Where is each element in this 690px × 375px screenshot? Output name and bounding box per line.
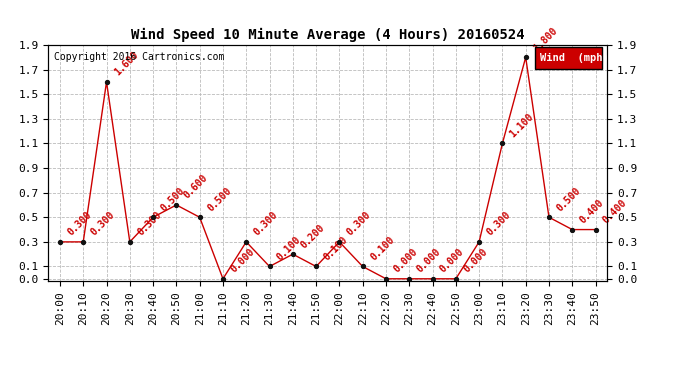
Point [473, 239, 484, 245]
Text: 0.200: 0.200 [298, 222, 326, 250]
Text: 0.100: 0.100 [322, 234, 350, 262]
Text: 0.500: 0.500 [555, 185, 582, 213]
Text: 0.000: 0.000 [391, 247, 420, 274]
Text: 0.000: 0.000 [438, 247, 466, 274]
Point [148, 214, 159, 220]
Point [124, 239, 135, 245]
Point [497, 140, 508, 146]
Text: 0.300: 0.300 [135, 210, 164, 238]
Text: 1.100: 1.100 [508, 111, 536, 139]
Point [171, 202, 182, 208]
Text: 0.300: 0.300 [484, 210, 513, 238]
Point [310, 264, 322, 270]
Text: Wind  (mph): Wind (mph) [540, 53, 609, 63]
Point [566, 226, 578, 232]
Point [427, 276, 438, 282]
Point [544, 214, 555, 220]
Point [404, 276, 415, 282]
Text: 0.100: 0.100 [275, 234, 303, 262]
Point [241, 239, 252, 245]
Text: 0.100: 0.100 [368, 234, 396, 262]
Point [380, 276, 391, 282]
Point [264, 264, 275, 270]
FancyBboxPatch shape [535, 47, 602, 69]
Text: 1.800: 1.800 [531, 25, 559, 53]
Point [78, 239, 89, 245]
Point [334, 239, 345, 245]
Point [590, 226, 601, 232]
Title: Wind Speed 10 Minute Average (4 Hours) 20160524: Wind Speed 10 Minute Average (4 Hours) 2… [131, 28, 524, 42]
Point [217, 276, 228, 282]
Text: 0.500: 0.500 [205, 185, 233, 213]
Text: 0.300: 0.300 [66, 210, 93, 238]
Text: 0.400: 0.400 [601, 198, 629, 225]
Text: 0.400: 0.400 [578, 198, 606, 225]
Text: 0.300: 0.300 [345, 210, 373, 238]
Text: 0.300: 0.300 [252, 210, 279, 238]
Point [287, 251, 298, 257]
Text: 1.600: 1.600 [112, 50, 140, 78]
Point [451, 276, 462, 282]
Point [357, 264, 368, 270]
Text: 0.000: 0.000 [228, 247, 257, 274]
Point [520, 54, 531, 60]
Point [55, 239, 66, 245]
Point [194, 214, 205, 220]
Text: 0.500: 0.500 [159, 185, 186, 213]
Text: 0.600: 0.600 [182, 173, 210, 201]
Point [101, 79, 112, 85]
Text: 0.000: 0.000 [462, 247, 489, 274]
Text: Copyright 2016 Cartronics.com: Copyright 2016 Cartronics.com [54, 52, 224, 62]
Text: 0.000: 0.000 [415, 247, 443, 274]
Text: 0.300: 0.300 [89, 210, 117, 238]
